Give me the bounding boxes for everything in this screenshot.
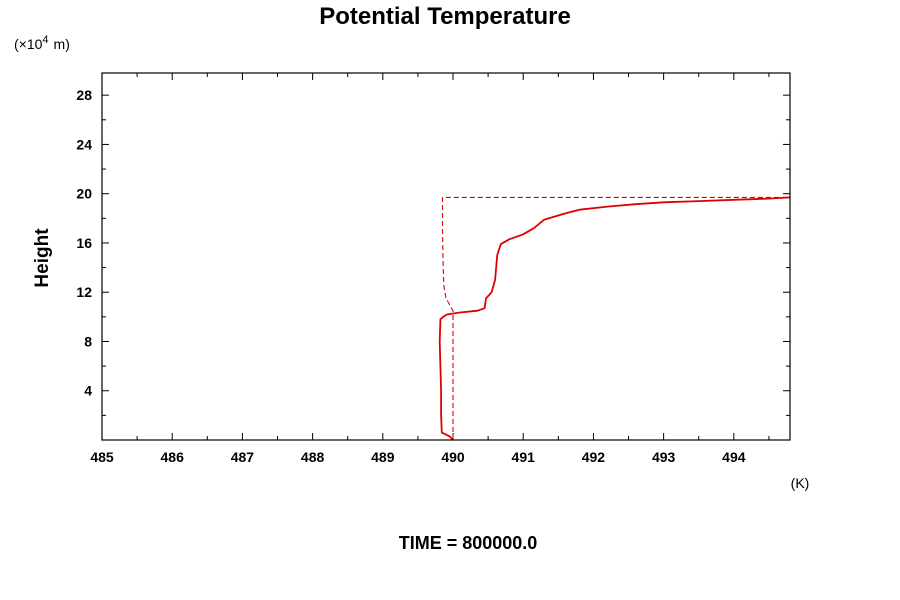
y-units-exponent: 4	[42, 34, 48, 46]
y-axis-label: Height	[32, 228, 53, 288]
plot-frame	[101, 72, 791, 441]
y-tick-label: 8	[84, 333, 92, 349]
dashed-profile-line	[441, 196, 790, 440]
y-units-prefix: (×10	[14, 36, 43, 52]
y-tick-label: 28	[76, 87, 92, 103]
y-tick-label: 24	[76, 136, 92, 152]
x-tick-label: 489	[371, 449, 395, 465]
x-units-label: (K)	[791, 475, 810, 491]
y-tick-labels: 4 8 12 16 20 24 28	[76, 87, 92, 399]
y-units-suffix: m)	[54, 36, 70, 52]
y-tick-label: 12	[76, 284, 92, 300]
time-label: TIME = 800000.0	[399, 533, 538, 553]
chart-title: Potential Temperature	[319, 3, 571, 30]
x-tick-label: 491	[512, 449, 536, 465]
x-tick-label: 493	[652, 449, 676, 465]
x-tick-label: 492	[582, 449, 606, 465]
x-tick-label: 490	[441, 449, 465, 465]
y-tick-label: 4	[84, 383, 92, 399]
axis-ticks	[101, 73, 790, 440]
x-tick-labels: 485 486 487 488 489 490 491 492 493 494	[90, 449, 745, 465]
x-tick-label: 486	[161, 449, 185, 465]
y-units-label: (×104 m)	[14, 34, 70, 52]
x-tick-label: 485	[90, 449, 114, 465]
x-tick-label: 487	[231, 449, 255, 465]
x-tick-label: 488	[301, 449, 325, 465]
x-tick-label: 494	[722, 449, 746, 465]
y-tick-label: 20	[76, 186, 92, 202]
solid-profile-line	[438, 196, 791, 441]
y-tick-label: 16	[76, 235, 92, 251]
data-series	[438, 196, 791, 441]
